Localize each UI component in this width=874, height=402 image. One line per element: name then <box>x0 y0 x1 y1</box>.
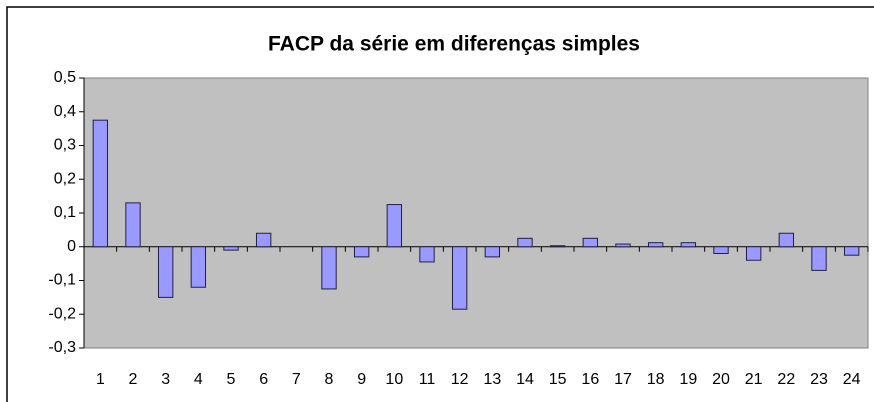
y-tick-label: -0,1 <box>48 272 76 289</box>
bar <box>615 243 631 248</box>
bar <box>353 246 370 258</box>
x-tick-label: 4 <box>194 371 203 388</box>
x-tick-label: 16 <box>581 371 599 388</box>
bar <box>386 204 403 248</box>
y-tick-label: 0,1 <box>54 204 76 221</box>
x-tick-label: 12 <box>451 371 469 388</box>
y-tick-label: 0 <box>67 238 76 255</box>
x-tick-label: 6 <box>259 371 268 388</box>
bar <box>549 245 566 248</box>
x-tick-label: 9 <box>357 371 366 388</box>
y-tick-label: 0,5 <box>54 69 76 86</box>
bar <box>125 202 141 248</box>
bar <box>680 242 697 248</box>
x-tick-label: 1 <box>96 371 105 388</box>
x-tick-label: 21 <box>745 371 763 388</box>
bar <box>778 232 795 248</box>
bar <box>745 246 762 261</box>
bar <box>157 246 174 298</box>
x-tick-label: 14 <box>516 371 534 388</box>
bar <box>321 246 337 290</box>
y-tick-label: -0,2 <box>48 305 76 322</box>
x-tick-label: 24 <box>843 371 861 388</box>
bar <box>190 246 207 288</box>
x-tick-label: 10 <box>385 371 403 388</box>
bar <box>484 246 501 258</box>
bar <box>582 237 599 248</box>
bar <box>811 246 827 271</box>
y-tick-label: 0,4 <box>54 103 76 120</box>
x-tick-label: 23 <box>810 371 828 388</box>
bar <box>647 242 664 248</box>
bar <box>517 237 533 248</box>
x-tick-label: 7 <box>292 371 301 388</box>
y-tick-label: -0,3 <box>48 339 76 356</box>
bar <box>92 119 109 248</box>
x-tick-label: 13 <box>483 371 501 388</box>
y-tick-label: 0,2 <box>54 170 76 187</box>
bar <box>223 246 239 251</box>
x-tick-label: 3 <box>161 371 170 388</box>
x-tick-label: 19 <box>679 371 697 388</box>
x-tick-label: 15 <box>549 371 567 388</box>
x-tick-label: 20 <box>712 371 730 388</box>
x-tick-label: 22 <box>777 371 795 388</box>
bar <box>451 246 468 310</box>
x-tick-label: 17 <box>614 371 632 388</box>
x-tick-label: 5 <box>227 371 236 388</box>
y-tick-label: 0,3 <box>54 137 76 154</box>
chart-title: FACP da série em diferenças simples <box>268 33 640 56</box>
plot-area <box>83 77 869 349</box>
x-tick-label: 2 <box>129 371 138 388</box>
x-tick-label: 8 <box>325 371 334 388</box>
bar <box>843 246 860 256</box>
bar <box>713 246 729 254</box>
x-tick-label: 18 <box>647 371 665 388</box>
bar <box>255 232 272 248</box>
x-tick-label: 11 <box>419 371 436 388</box>
bar <box>419 246 435 263</box>
